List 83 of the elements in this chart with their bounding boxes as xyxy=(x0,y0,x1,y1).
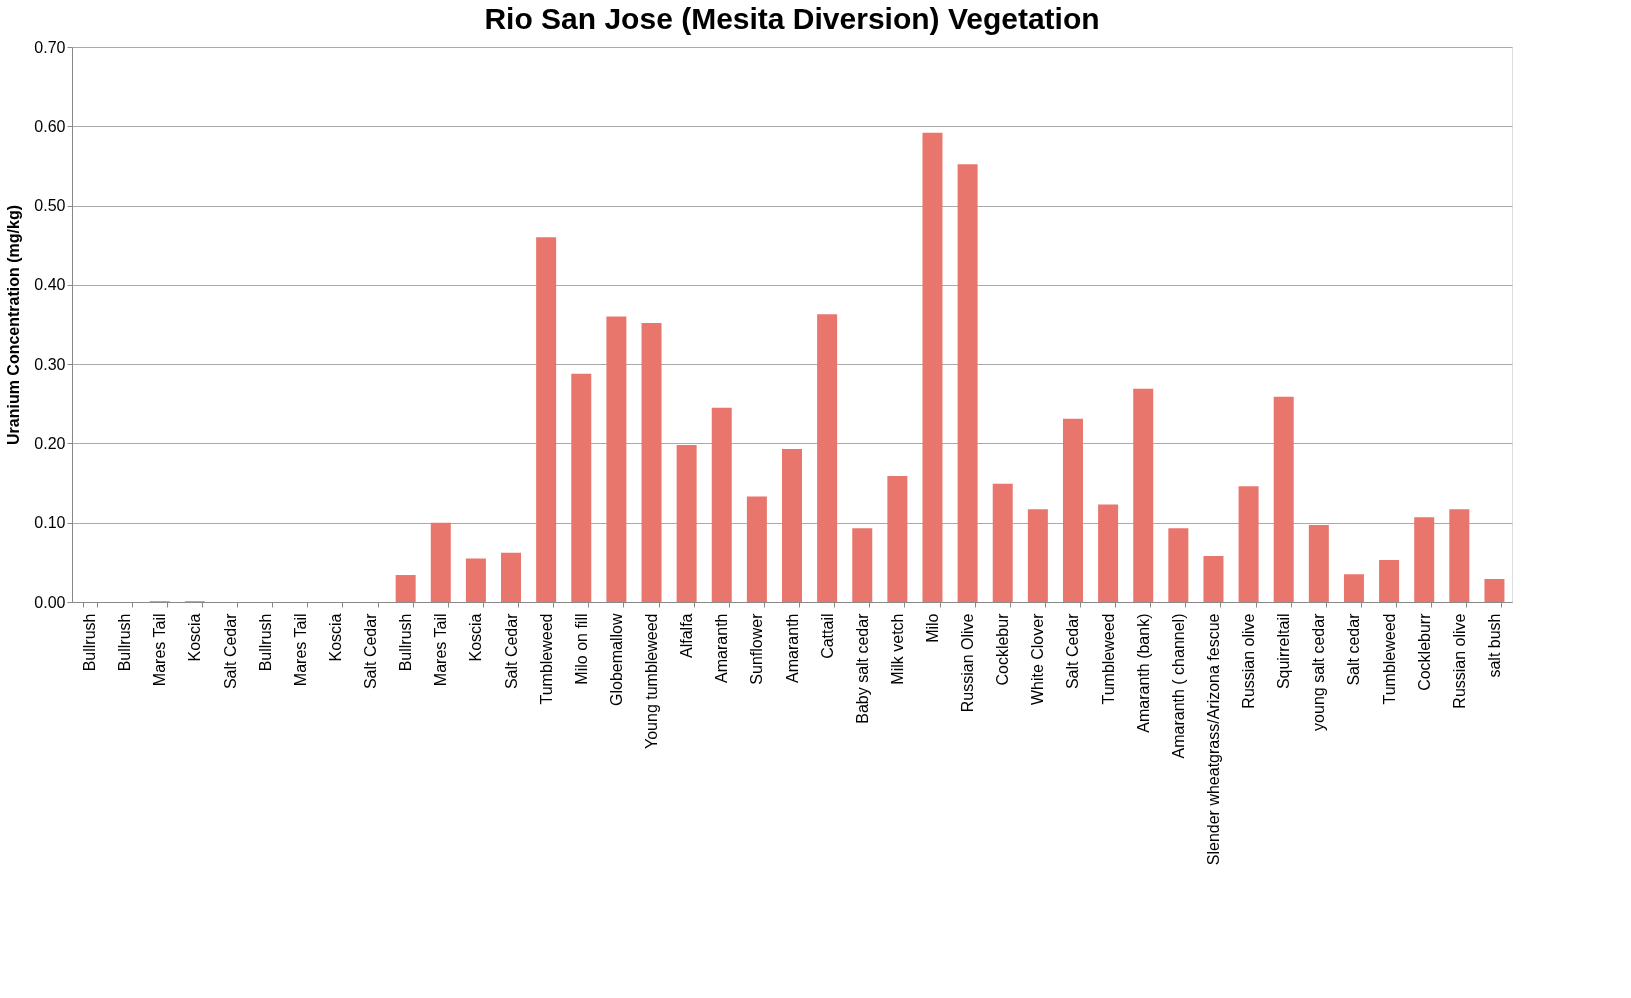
y-tick-label: 0.30 xyxy=(34,355,66,373)
x-tick-label: Cattail xyxy=(818,613,836,659)
x-tick-label: Bullrush xyxy=(256,613,274,672)
bar xyxy=(571,373,592,602)
bar xyxy=(1168,528,1189,602)
x-tick-label: Russian olive xyxy=(1450,613,1468,709)
x-tick-label: Milo on fill xyxy=(572,613,590,685)
x-tick-label: young salt cedar xyxy=(1310,612,1328,731)
x-tick-label: Bullrush xyxy=(81,613,99,672)
bar xyxy=(957,164,978,602)
x-tick-label: Amaranth xyxy=(713,613,731,683)
x-tick-label: Amaranth (bank) xyxy=(1134,613,1152,733)
x-tick-label: Alfalfa xyxy=(678,613,696,658)
bar xyxy=(1484,579,1505,602)
x-tick-label: Cockleburr xyxy=(1415,612,1433,691)
y-tick-label: 0.40 xyxy=(34,276,66,294)
bar xyxy=(641,322,662,602)
bar xyxy=(992,483,1013,602)
y-tick-label: 0.60 xyxy=(34,117,66,135)
bar xyxy=(395,575,416,602)
bar xyxy=(922,132,943,602)
bar xyxy=(852,528,873,602)
x-tick-label: Tumbleweed xyxy=(1099,613,1117,705)
x-tick-label: Koscia xyxy=(186,613,204,662)
bar xyxy=(1343,574,1364,602)
bar xyxy=(430,522,451,602)
y-tick-label: 0.70 xyxy=(34,38,66,56)
x-tick-label: Salt Cedar xyxy=(1064,612,1082,690)
x-tick-label: Bullrush xyxy=(397,613,415,672)
bar xyxy=(1062,418,1083,602)
x-tick-label: Mares Tail xyxy=(432,613,450,687)
x-tick-label: Sunflower xyxy=(748,612,766,685)
bar xyxy=(1098,504,1119,602)
bar xyxy=(536,237,557,602)
x-tick-label: Salt Cedar xyxy=(221,612,239,690)
x-tick-label: Amaranth xyxy=(783,613,801,683)
bar xyxy=(1273,396,1294,602)
x-tick-label: Koscia xyxy=(467,613,485,662)
bar xyxy=(1414,517,1435,602)
bar xyxy=(711,407,732,602)
x-tick-label: Baby salt cedar xyxy=(853,612,871,724)
x-tick-label: Cocklebur xyxy=(994,612,1012,686)
y-tick-label: 0.00 xyxy=(34,593,66,611)
bar xyxy=(465,558,486,602)
x-tick-label: Amaranth ( channel) xyxy=(1169,613,1187,759)
y-tick-label: 0.50 xyxy=(34,197,66,215)
bar xyxy=(676,445,697,602)
x-tick-label: Bullrush xyxy=(116,613,134,672)
y-axis-title: Uranium Concentration (mg/kg) xyxy=(5,204,23,446)
x-tick-label: salt bush xyxy=(1485,613,1503,678)
bar xyxy=(1203,556,1224,602)
bar xyxy=(1027,509,1048,602)
x-tick-label: Salt cedar xyxy=(1345,612,1363,686)
x-tick-label: Milo xyxy=(923,613,941,643)
x-tick-label: White Clover xyxy=(1029,612,1047,706)
bar xyxy=(1449,509,1470,602)
x-tick-label: Globemallow xyxy=(607,613,625,706)
x-tick-label: Slender wheatgrass/Arizona fescue xyxy=(1204,613,1222,866)
y-tick-label: 0.10 xyxy=(34,514,66,532)
x-tick-label: Young tumbleweed xyxy=(643,613,661,750)
x-tick-label: Salt Cedar xyxy=(502,612,520,690)
y-tick-label: 0.20 xyxy=(34,434,66,452)
bar xyxy=(746,496,767,602)
x-tick-label: Tumbleweed xyxy=(537,613,555,705)
bar xyxy=(817,314,838,602)
x-tick-label: Mares Tail xyxy=(151,613,169,687)
x-tick-label: Russian olive xyxy=(1240,613,1258,709)
chart-title: Rio San Jose (Mesita Diversion) Vegetation xyxy=(484,2,1100,35)
bar xyxy=(887,475,908,602)
x-tick-label: Milk vetch xyxy=(888,613,906,685)
x-tick-label: Salt Cedar xyxy=(362,612,380,690)
x-tick-label: Russian Olive xyxy=(959,613,977,713)
bar xyxy=(1379,559,1400,602)
x-tick-label: Koscia xyxy=(326,613,344,662)
bar xyxy=(501,552,522,602)
bar xyxy=(1308,525,1329,602)
x-tick-label: Tumbleweed xyxy=(1380,613,1398,705)
bar xyxy=(782,448,802,602)
x-tick-label: Squirreltail xyxy=(1275,613,1293,690)
bar xyxy=(1238,486,1259,602)
bar xyxy=(606,316,627,602)
bar xyxy=(1133,388,1154,602)
x-tick-label: Mares Tail xyxy=(291,613,309,687)
